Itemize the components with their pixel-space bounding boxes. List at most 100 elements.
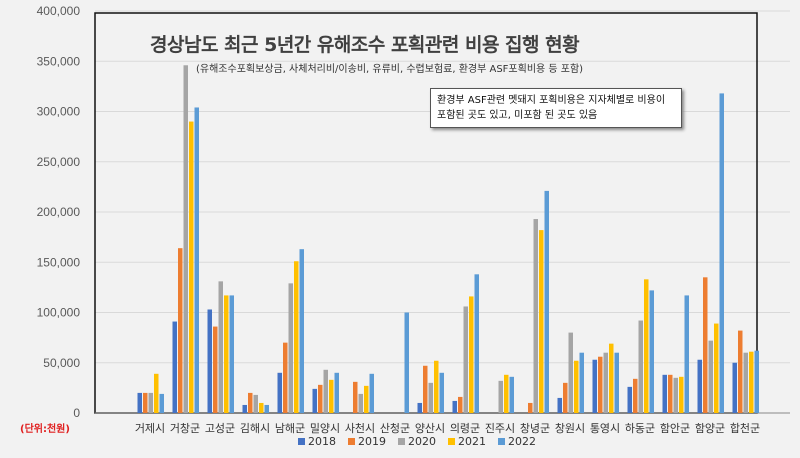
bar-2018-거창군: [172, 321, 177, 413]
bar-2021-통영시: [609, 343, 614, 413]
bar-2020-의령군: [463, 306, 468, 413]
x-tick-label: 창원시: [555, 422, 585, 435]
bar-2019-밀양시: [318, 384, 323, 413]
legend-item-2022: 2022: [498, 435, 536, 448]
bar-2020-함안군: [673, 377, 678, 413]
y-tick-label: 400,000: [37, 4, 81, 18]
bar-2021-거창군: [189, 121, 194, 414]
x-tick-label: 남해군: [275, 421, 305, 435]
legend-item-2020: 2020: [398, 435, 436, 448]
bar-2020-하동군: [638, 320, 643, 413]
y-tick-label: 100,000: [37, 306, 81, 320]
x-tick-label: 함안군: [660, 422, 690, 435]
x-tick-label: 합천군: [730, 421, 760, 435]
annotation-box: 환경부 ASF관련 멧돼지 포획비용은 지자체별로 비용이 포함된 곳도 있고,…: [430, 88, 682, 128]
y-tick-label: 300,000: [37, 105, 81, 119]
bar-2018-통영시: [592, 359, 597, 413]
x-tick-label: 진주시: [485, 422, 515, 435]
bar-2019-거창군: [178, 248, 183, 413]
bar-2019-고성군: [213, 326, 218, 413]
bar-2022-창원시: [579, 352, 584, 413]
bar-2021-양산시: [434, 360, 439, 413]
legend-swatch: [498, 438, 505, 445]
legend-label: 2018: [308, 435, 336, 448]
bar-2020-합천군: [743, 352, 748, 413]
bar-2022-진주시: [509, 376, 514, 413]
bar-2019-양산시: [423, 365, 428, 413]
bar-2020-창녕군: [533, 219, 538, 413]
bar-2022-양산시: [439, 372, 444, 413]
bar-2022-밀양시: [334, 372, 339, 413]
bar-2021-고성군: [224, 295, 229, 413]
x-tick-label: 양산시: [415, 422, 445, 435]
bar-2022-합천군: [754, 350, 759, 413]
bar-2022-남해군: [299, 249, 304, 413]
bar-2020-사천시: [358, 393, 363, 413]
bar-2020-함양군: [708, 340, 713, 413]
legend-item-2018: 2018: [298, 435, 336, 448]
y-tick-label: 250,000: [37, 155, 81, 169]
bar-2022-통영시: [614, 352, 619, 413]
bar-2022-김해시: [264, 404, 269, 413]
chart-subtitle: (유해조수포획보상금, 사체처리비/이송비, 유류비, 수렵보험료, 환경부 A…: [196, 64, 584, 75]
bar-2018-하동군: [627, 386, 632, 413]
bar-2019-합천군: [738, 330, 743, 413]
bar-2019-하동군: [633, 378, 638, 413]
y-tick-label: 350,000: [37, 54, 81, 68]
x-tick-label: 거창군: [170, 422, 200, 435]
x-tick-label: 밀양시: [310, 422, 340, 435]
bar-2022-거창군: [194, 107, 199, 413]
bar-2022-함양군: [719, 93, 724, 413]
legend-label: 2020: [408, 435, 436, 448]
bar-2018-함안군: [662, 374, 667, 413]
bar-2021-함양군: [714, 323, 719, 413]
bar-2019-함안군: [668, 374, 673, 413]
bar-2018-남해군: [277, 372, 282, 413]
bar-2020-김해시: [253, 394, 258, 413]
legend-label: 2021: [458, 435, 486, 448]
bar-2021-김해시: [259, 402, 264, 413]
bar-2021-합천군: [749, 351, 754, 413]
legend-swatch: [398, 438, 405, 445]
bar-2021-창원시: [574, 360, 579, 413]
legend: 2018 2019 2020 2021 2022: [298, 435, 536, 448]
bar-2019-김해시: [248, 392, 253, 413]
x-tick-label: 의령군: [450, 422, 480, 435]
bar-2019-남해군: [283, 342, 288, 413]
bar-2019-통영시: [598, 356, 603, 413]
unit-label: (단위:천원): [20, 424, 70, 435]
bar-2021-사천시: [364, 385, 369, 413]
x-tick-label: 김해시: [240, 421, 270, 435]
legend-swatch: [448, 438, 455, 445]
x-tick-label: 통영시: [590, 422, 620, 435]
bar-2020-진주시: [498, 380, 503, 413]
bar-2022-하동군: [649, 290, 654, 413]
bar-2020-양산시: [428, 382, 433, 413]
bar-2020-거창군: [183, 65, 188, 414]
bar-2022-의령군: [474, 274, 479, 413]
bar-2021-거제시: [154, 373, 159, 413]
x-tick-label: 사천시: [345, 421, 375, 435]
bar-2020-창원시: [568, 332, 573, 413]
bar-2018-합천군: [732, 362, 737, 413]
legend-swatch: [298, 438, 305, 445]
bar-2021-의령군: [469, 296, 474, 413]
bar-2019-창녕군: [528, 402, 533, 413]
bar-2018-밀양시: [312, 388, 317, 413]
bar-2022-산청군: [404, 312, 409, 413]
bar-2022-고성군: [229, 295, 234, 413]
bar-2021-창녕군: [539, 230, 544, 413]
x-tick-label: 창녕군: [520, 422, 550, 435]
bar-2020-남해군: [288, 283, 293, 413]
bar-2021-밀양시: [329, 379, 334, 413]
bar-2019-함양군: [703, 277, 708, 413]
bar-2019-의령군: [458, 396, 463, 413]
x-tick-label: 거제시: [135, 422, 165, 435]
legend-label: 2022: [508, 435, 536, 448]
legend-label: 2019: [358, 435, 386, 448]
bar-2021-진주시: [504, 374, 509, 413]
x-tick-label: 산청군: [380, 422, 410, 435]
bar-2022-창녕군: [544, 190, 549, 413]
bar-2018-의령군: [452, 400, 457, 413]
bar-2020-통영시: [603, 352, 608, 413]
